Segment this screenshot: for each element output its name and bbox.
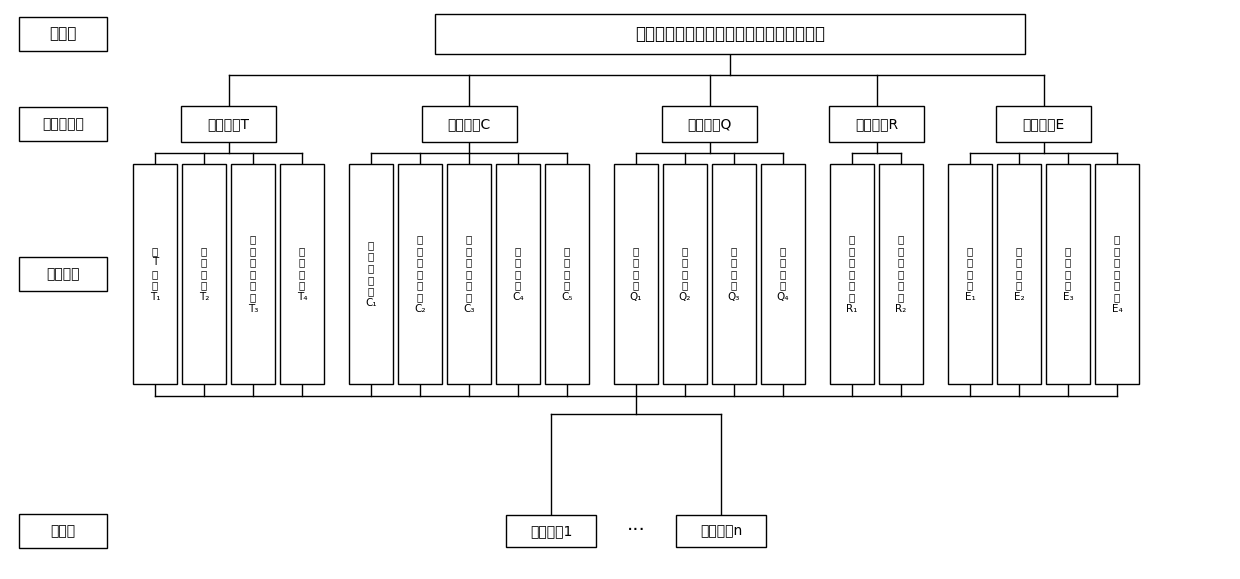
FancyBboxPatch shape [662, 106, 756, 142]
Text: 方案层: 方案层 [51, 524, 76, 538]
FancyBboxPatch shape [676, 515, 766, 547]
Text: 工艺方案n: 工艺方案n [699, 524, 742, 538]
FancyBboxPatch shape [996, 106, 1091, 142]
FancyBboxPatch shape [446, 164, 491, 384]
Text: 了指标层: 了指标层 [46, 267, 79, 281]
Text: 加工成本C: 加工成本C [448, 117, 491, 131]
Text: 设
备
成
本
C₄: 设 备 成 本 C₄ [512, 246, 523, 302]
FancyBboxPatch shape [1095, 164, 1140, 384]
Text: 目标层: 目标层 [50, 27, 77, 42]
Text: 环境影响E: 环境影响E [1022, 117, 1065, 131]
FancyBboxPatch shape [997, 164, 1042, 384]
FancyBboxPatch shape [19, 514, 107, 548]
FancyBboxPatch shape [830, 106, 924, 142]
FancyBboxPatch shape [181, 106, 277, 142]
Text: 资源消耗R: 资源消耗R [854, 117, 898, 131]
FancyBboxPatch shape [280, 164, 324, 384]
Text: 辅
助
材
料
成
本
C₂: 辅 助 材 料 成 本 C₂ [414, 234, 425, 314]
FancyBboxPatch shape [546, 164, 589, 384]
FancyBboxPatch shape [506, 515, 596, 547]
Text: 尺
寸
精
度
Q₁: 尺 寸 精 度 Q₁ [630, 246, 642, 302]
FancyBboxPatch shape [761, 164, 805, 384]
Text: 一级指标层: 一级指标层 [42, 117, 84, 131]
Text: 原
材
料
成
本
C₁: 原 材 料 成 本 C₁ [366, 240, 377, 308]
Text: 其
他
时
间
T₄: 其 他 时 间 T₄ [296, 246, 308, 302]
Text: 面向绿色制造的机电产品加工工艺指标体系: 面向绿色制造的机电产品加工工艺指标体系 [635, 25, 825, 43]
Text: 能
源
资
源
消
耗
R₂: 能 源 资 源 消 耗 R₂ [895, 234, 906, 314]
Text: 废
气
污
染
E₁: 废 气 污 染 E₁ [965, 246, 976, 302]
Text: 生
产
调
度
时
间
T₃: 生 产 调 度 时 间 T₃ [248, 234, 258, 314]
Text: 形
状
精
度
Q₂: 形 状 精 度 Q₂ [678, 246, 691, 302]
Text: 表
面
质
量
Q₄: 表 面 质 量 Q₄ [776, 246, 789, 302]
Text: 其
他
成
本
C₅: 其 他 成 本 C₅ [562, 246, 573, 302]
FancyBboxPatch shape [19, 107, 107, 141]
FancyBboxPatch shape [422, 106, 517, 142]
Text: ···: ··· [626, 522, 645, 541]
FancyBboxPatch shape [949, 164, 992, 384]
FancyBboxPatch shape [133, 164, 177, 384]
FancyBboxPatch shape [496, 164, 539, 384]
Text: 辅
助
时
间
T₂: 辅 助 时 间 T₂ [198, 246, 210, 302]
FancyBboxPatch shape [830, 164, 874, 384]
FancyBboxPatch shape [231, 164, 275, 384]
FancyBboxPatch shape [435, 14, 1025, 54]
Text: 噪
声
污
染
E₃: 噪 声 污 染 E₃ [1063, 246, 1074, 302]
Text: 物
料
资
源
消
耗
R₁: 物 料 资 源 消 耗 R₁ [847, 234, 858, 314]
Text: 能
源
消
耗
成
本
C₃: 能 源 消 耗 成 本 C₃ [464, 234, 475, 314]
FancyBboxPatch shape [1047, 164, 1090, 384]
FancyBboxPatch shape [19, 257, 107, 291]
Text: 位
置
精
度
Q₃: 位 置 精 度 Q₃ [728, 246, 740, 302]
FancyBboxPatch shape [398, 164, 441, 384]
Text: 固
体
废
弃
污
染
E₄: 固 体 废 弃 污 染 E₄ [1111, 234, 1122, 314]
FancyBboxPatch shape [879, 164, 923, 384]
Text: 工艺方案1: 工艺方案1 [529, 524, 572, 538]
Text: 加
T
时
间
T₁: 加 T 时 间 T₁ [150, 246, 160, 302]
FancyBboxPatch shape [19, 17, 107, 51]
Text: 加工时间T: 加工时间T [207, 117, 249, 131]
Text: 加工质量Q: 加工质量Q [687, 117, 732, 131]
FancyBboxPatch shape [182, 164, 226, 384]
FancyBboxPatch shape [712, 164, 756, 384]
Text: 废
水
污
染
E₂: 废 水 污 染 E₂ [1013, 246, 1024, 302]
FancyBboxPatch shape [614, 164, 658, 384]
FancyBboxPatch shape [663, 164, 707, 384]
FancyBboxPatch shape [348, 164, 393, 384]
